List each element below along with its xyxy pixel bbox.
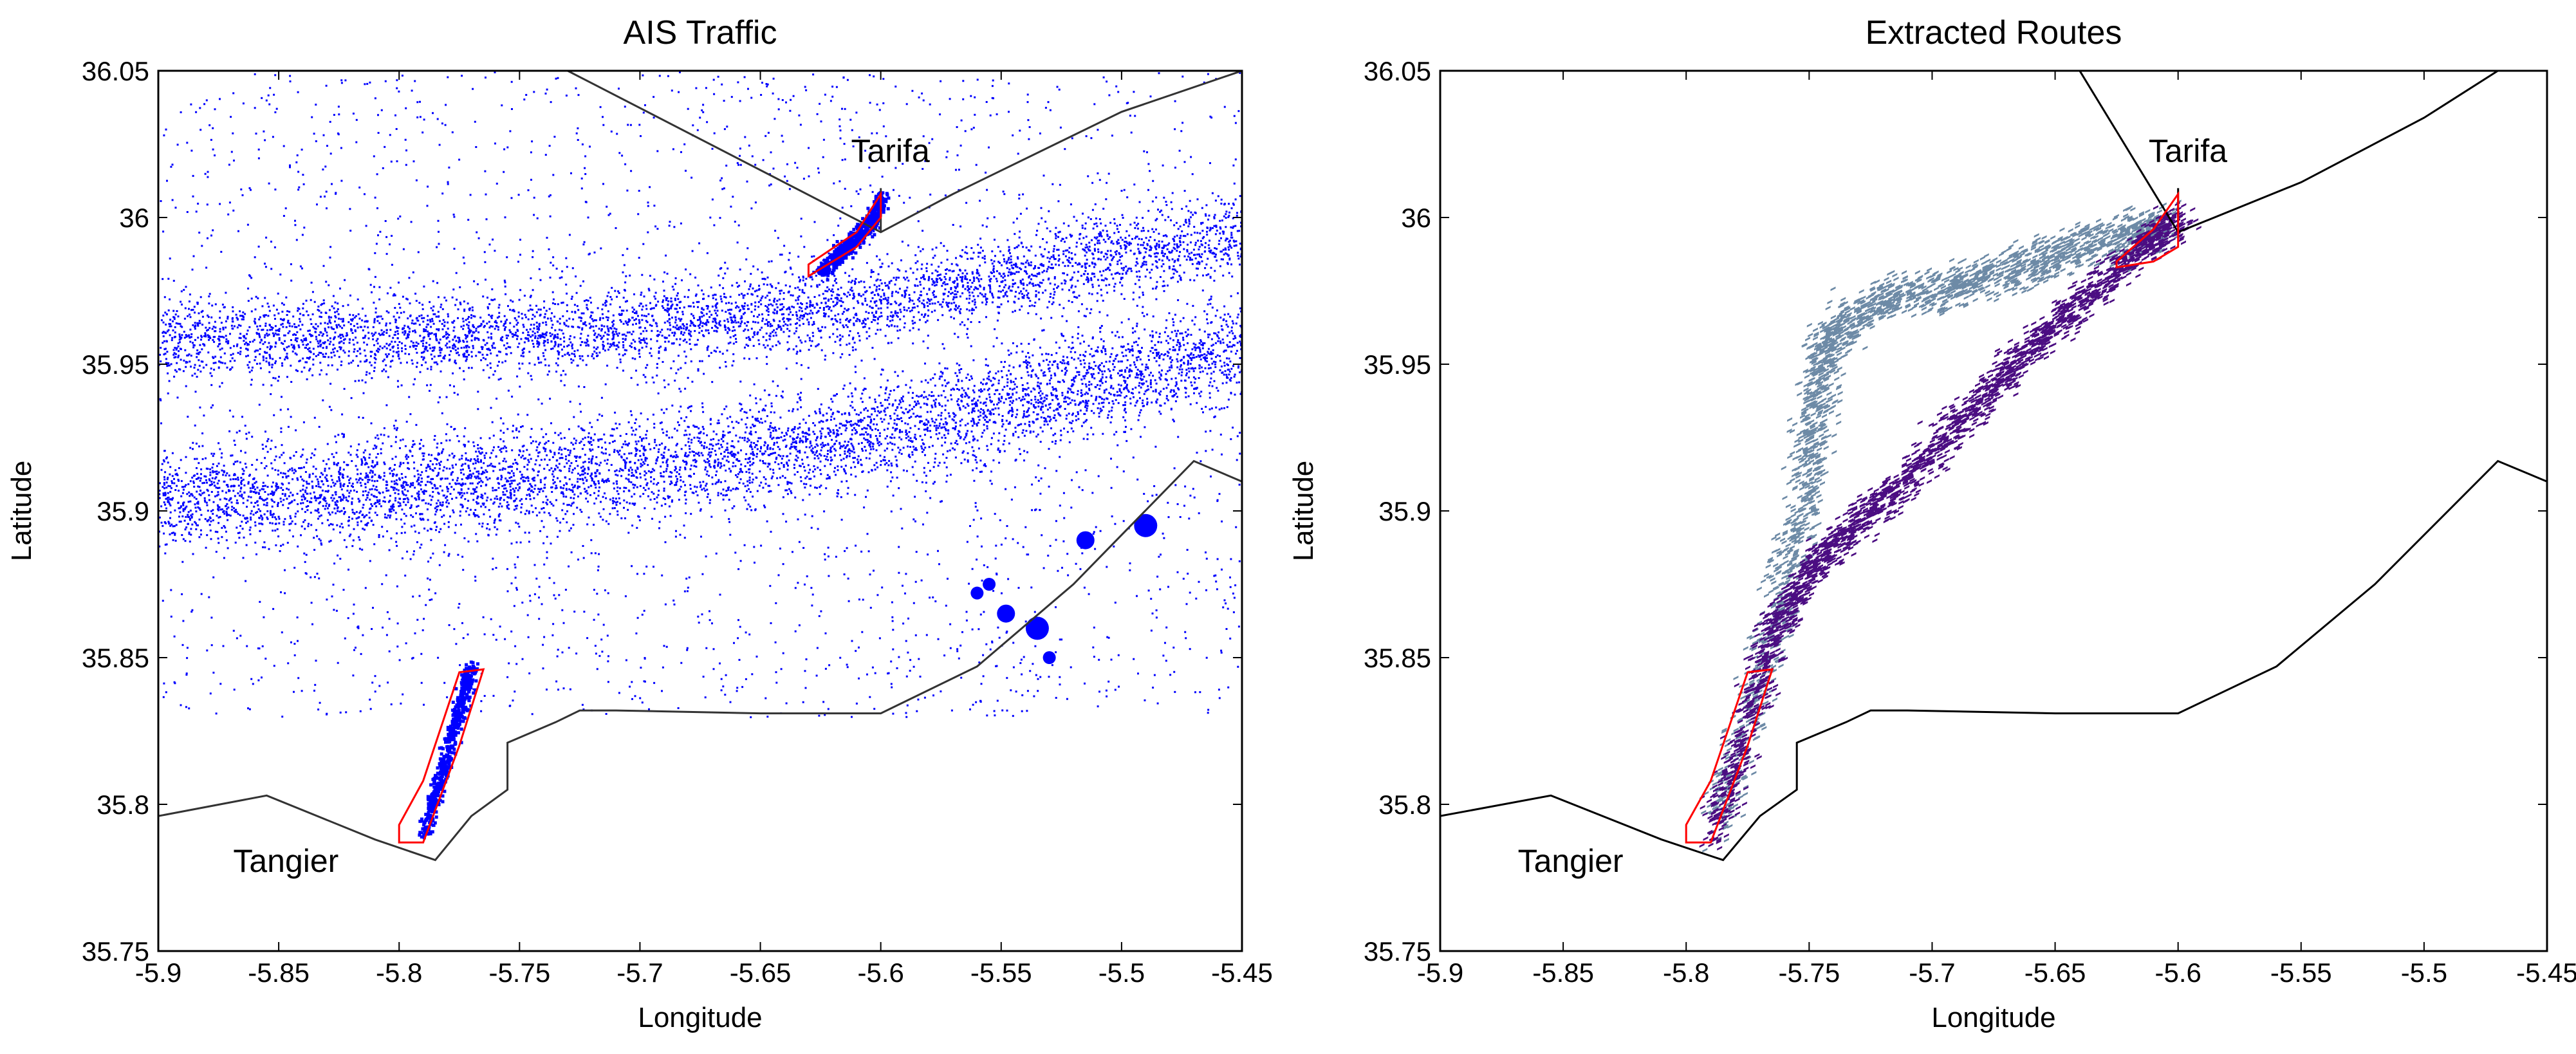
extracted-routes-panel: -5.9 -5.85 -5.8 -5.75 -5.7 -5.65 -5.6 -5.55 -5.5… [1288, 14, 2576, 1033]
y-tick-label: 35.8 [97, 790, 149, 820]
x-tick-label: -5.75 [1778, 957, 1840, 988]
ais-position-points [158, 71, 1242, 840]
route-1-path [1701, 199, 2182, 853]
route-2-points [1699, 201, 2201, 851]
anchorage-cluster [1076, 531, 1095, 550]
axes-frame [1439, 69, 2548, 952]
x-axis-label: Longitude [1931, 1002, 2055, 1033]
x-tick-label: -5.5 [1098, 957, 1145, 988]
y-tick-label: 36.05 [82, 56, 149, 86]
x-tick-label: -5.7 [1909, 957, 1955, 988]
x-axis-label: Longitude [638, 1002, 762, 1033]
x-tick-label: -5.55 [2270, 957, 2332, 988]
anchorage-cluster [1025, 616, 1049, 640]
y-tick-label: 36 [1401, 203, 1431, 233]
y-tick-label: 35.9 [1378, 496, 1431, 526]
coastline-spain [567, 71, 1242, 234]
x-tick-label: -5.45 [1211, 957, 1273, 988]
x-tick-label: -5.6 [2154, 957, 2201, 988]
y-tick-label: 35.8 [1378, 790, 1431, 820]
port-region-tarifa-port [807, 190, 882, 278]
place-label-tarifa: Tarifa [851, 133, 930, 169]
coastline-spain [2079, 71, 2499, 234]
chart-title: AIS Traffic [624, 14, 777, 51]
anchorage-cluster [1042, 651, 1056, 664]
plot-area [1440, 71, 2547, 862]
anchorage-cluster [997, 604, 1015, 623]
place-label-tarifa: Tarifa [2149, 133, 2227, 169]
y-tick-label: 35.95 [82, 349, 149, 380]
coastline-morocco [1440, 459, 2547, 862]
port-region-tangier-port [1685, 668, 1774, 844]
x-tick-label: -5.65 [2025, 957, 2086, 988]
coastline-morocco [158, 459, 1242, 862]
plot-area [158, 71, 1242, 862]
anchorage-cluster [970, 586, 984, 600]
y-tick-label: 36 [119, 203, 149, 233]
x-tick-label: -5.65 [730, 957, 792, 988]
x-tick-label: -5.75 [488, 957, 550, 988]
y-tick-label: 36.05 [1364, 56, 1431, 86]
x-tick-label: -5.55 [970, 957, 1032, 988]
y-tick-label: 35.9 [97, 496, 149, 526]
x-tick-label: -5.8 [376, 957, 422, 988]
route-2-path [1699, 201, 2201, 851]
x-tick-label: -5.85 [1532, 957, 1594, 988]
y-tick-label: 35.75 [82, 936, 149, 966]
x-tick-label: -5.5 [2401, 957, 2447, 988]
place-label-tangier: Tangier [233, 843, 338, 879]
x-tick-label: -5.45 [2516, 957, 2576, 988]
y-axis-label: Latitude [1288, 461, 1319, 562]
anchorage-cluster [983, 578, 996, 591]
x-tick-label: -5.85 [248, 957, 310, 988]
y-axis-label: Latitude [6, 461, 37, 562]
port-region-tarifa-port [2115, 190, 2180, 269]
x-tick-label: -5.7 [616, 957, 663, 988]
port-region-tangier-port [398, 668, 485, 844]
x-tick-label: -5.9 [1417, 957, 1463, 988]
ais-traffic-panel: -5.9 -5.85 -5.8 -5.75 -5.7 -5.65 -5.6 -5.55 -5.5… [6, 14, 1273, 1033]
ais-points-path [158, 71, 1242, 840]
x-tick-label: -5.8 [1663, 957, 1709, 988]
y-tick-label: 35.95 [1364, 349, 1431, 380]
chart-title: Extracted Routes [1866, 14, 2122, 51]
route-1-points [1701, 199, 2182, 853]
x-tick-label: -5.6 [857, 957, 903, 988]
y-tick-label: 35.85 [1364, 643, 1431, 673]
y-tick-label: 35.75 [1364, 936, 1431, 966]
y-tick-label: 35.85 [82, 643, 149, 673]
anchorage-cluster [1134, 513, 1158, 537]
place-label-tangier: Tangier [1518, 843, 1624, 879]
x-tick-label: -5.9 [135, 957, 181, 988]
